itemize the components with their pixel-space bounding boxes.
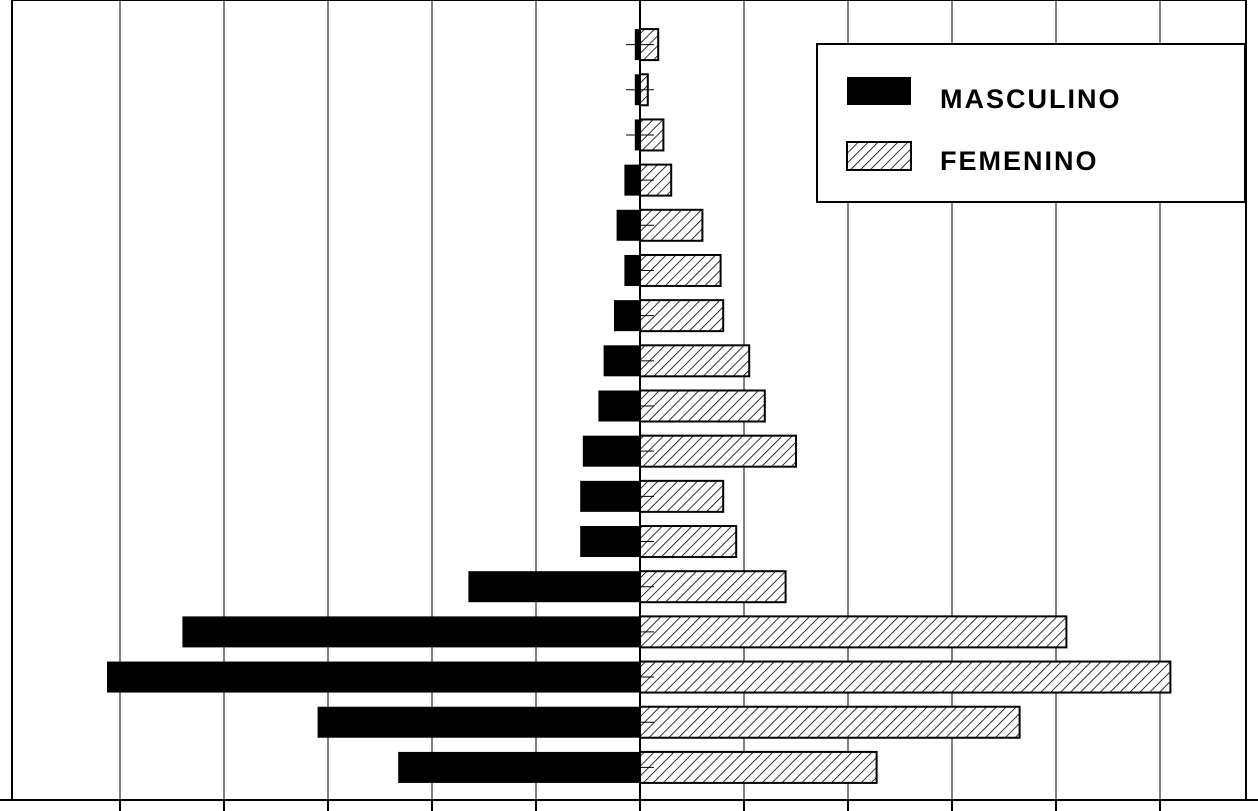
bar-masculino xyxy=(468,571,640,603)
bar-femenino xyxy=(639,615,1068,649)
legend-label-femenino: FEMENINO xyxy=(940,146,1099,176)
bar-femenino xyxy=(639,389,766,423)
bar-femenino xyxy=(639,750,878,784)
legend: MASCULINO FEMENINO xyxy=(816,43,1246,203)
legend-swatch-masculino xyxy=(847,77,911,105)
bar-masculino xyxy=(398,751,640,783)
plot-frame xyxy=(11,0,1247,801)
legend-label-masculino: MASCULINO xyxy=(940,84,1122,114)
bar-femenino xyxy=(639,299,725,333)
bar-femenino xyxy=(639,525,738,559)
legend-box xyxy=(816,43,1246,203)
bottom-axis-ticks xyxy=(119,800,1161,811)
bars xyxy=(107,28,1172,784)
bar-femenino xyxy=(639,705,1021,739)
bar-masculino xyxy=(107,661,640,693)
bar-masculino xyxy=(317,706,640,738)
legend-swatch-femenino xyxy=(846,141,912,171)
bar-masculino xyxy=(182,616,640,648)
bar-femenino xyxy=(639,570,787,604)
bar-femenino xyxy=(639,434,797,468)
bar-femenino xyxy=(639,660,1172,694)
bar-femenino xyxy=(639,344,751,378)
